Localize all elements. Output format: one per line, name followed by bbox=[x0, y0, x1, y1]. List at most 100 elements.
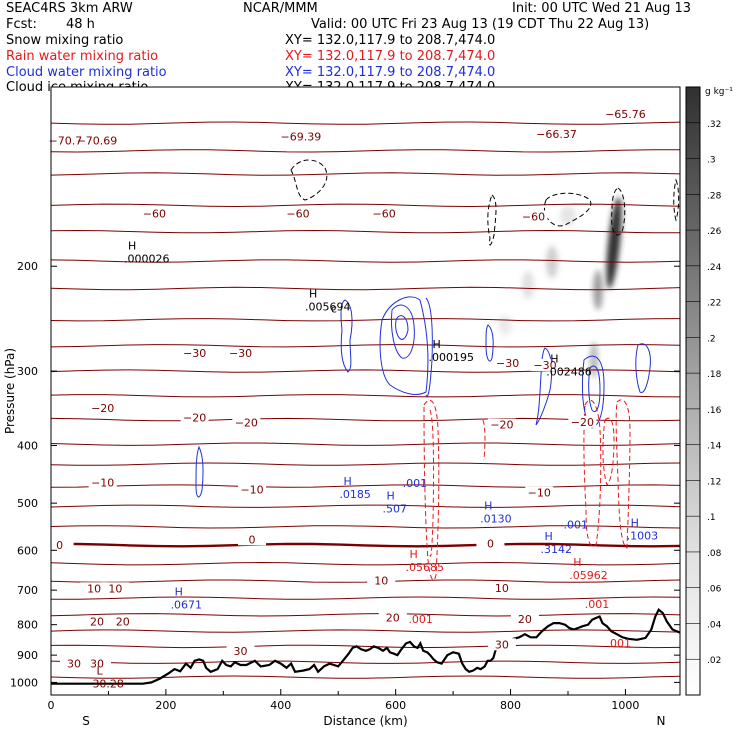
extremum-letter: H bbox=[175, 585, 183, 598]
snow-core-shading bbox=[606, 197, 622, 289]
extremum-value: .002486 bbox=[546, 366, 592, 379]
temperature-label-bg bbox=[568, 415, 597, 428]
cloud-contour bbox=[581, 355, 605, 429]
temperature-label-bg bbox=[232, 416, 261, 429]
temperature-label-bg bbox=[370, 207, 399, 220]
temperature-label-bg bbox=[140, 207, 169, 220]
forecast-label: Fcst: bbox=[6, 17, 37, 32]
cloud-contour bbox=[425, 297, 433, 397]
y-tick-label: 800 bbox=[17, 619, 38, 632]
plot-area bbox=[51, 87, 680, 695]
y-tick-label: 400 bbox=[17, 439, 38, 452]
snow-shading bbox=[498, 197, 622, 378]
temperature-label: −10 bbox=[528, 487, 551, 500]
temperature-label-bg bbox=[493, 357, 522, 370]
temperature-label-bg bbox=[101, 582, 130, 595]
temperature-label: −60 bbox=[522, 210, 545, 223]
extremum-value: c bbox=[331, 303, 337, 316]
y-tick-label: 900 bbox=[17, 649, 38, 662]
y-tick-label: 700 bbox=[17, 584, 38, 597]
extremum-letter: H bbox=[484, 499, 492, 512]
temperature-label-bg bbox=[476, 537, 505, 550]
cloud-contour bbox=[340, 299, 353, 373]
colorbar-tick-label: .24 bbox=[707, 263, 722, 273]
extremum-value: .0130 bbox=[480, 512, 512, 525]
colorbar-unit: g kg⁻¹ bbox=[705, 87, 733, 97]
colorbar-tick-label: .04 bbox=[707, 620, 722, 630]
temperature-label-bg bbox=[82, 134, 111, 147]
temperature-label-bg bbox=[82, 615, 111, 628]
field-rain-xy: XY= 132.0,117.9 to 208.7,474.0 bbox=[285, 49, 496, 64]
x-tick-label: 400 bbox=[270, 699, 291, 712]
extremum-value: .507 bbox=[383, 503, 408, 516]
y-tick-label: 600 bbox=[17, 544, 38, 557]
temperature-label-bg bbox=[88, 401, 117, 414]
cloud-contour bbox=[588, 365, 601, 413]
section-end-label: N bbox=[657, 714, 666, 728]
temperature-label: −60 bbox=[286, 207, 309, 220]
cloud-contour bbox=[195, 445, 204, 498]
extremum-value: .001 bbox=[563, 519, 588, 532]
x-tick-label: 0 bbox=[48, 699, 55, 712]
temperature-label-bg bbox=[284, 207, 313, 220]
section-start-label: S bbox=[82, 714, 90, 728]
ice-contour bbox=[544, 192, 592, 227]
snow-tail-shading bbox=[498, 315, 512, 335]
colorbar-tick-label: .3 bbox=[707, 156, 716, 166]
rain-contour bbox=[583, 399, 602, 547]
temperature-label-bg bbox=[180, 411, 209, 424]
extremum-letter: H bbox=[631, 517, 639, 530]
temperature-label-bg bbox=[531, 358, 560, 371]
temperature-label-bg bbox=[226, 644, 255, 657]
extremum-letter: H bbox=[544, 530, 552, 543]
temperature-label: −20 bbox=[235, 416, 258, 429]
snow-tail-shading bbox=[522, 271, 534, 299]
colorbar-gradient bbox=[685, 86, 701, 696]
temperature-label: 20 bbox=[116, 615, 130, 628]
snow-upper-shading bbox=[560, 206, 576, 226]
temperature-isotherm bbox=[50, 484, 681, 488]
colorbar-tick-label: .12 bbox=[707, 477, 721, 487]
rain-water-contours bbox=[423, 399, 631, 581]
temperature-isotherm bbox=[50, 203, 681, 208]
cloud-ice-contours bbox=[290, 159, 680, 246]
extremum-value: .3142 bbox=[540, 543, 572, 556]
temperature-label: −20 bbox=[490, 419, 513, 432]
rain-contour bbox=[429, 409, 435, 557]
temperature-label-bg bbox=[59, 657, 88, 670]
extremum-value: .005694 bbox=[305, 300, 351, 313]
y-axis-label: Pressure (hPa) bbox=[3, 348, 17, 434]
extremum-letter: H bbox=[128, 239, 136, 252]
extremum-value: .000026 bbox=[124, 252, 170, 265]
temperature-label-bg bbox=[286, 130, 315, 143]
extremum-value: .0671 bbox=[171, 598, 203, 611]
y-tick-label: 300 bbox=[17, 365, 38, 378]
plot-border bbox=[50, 86, 681, 696]
x-axis-label: Distance (km) bbox=[323, 714, 407, 728]
temperature-label-bg bbox=[45, 539, 74, 552]
temperature-label: 20 bbox=[518, 613, 532, 626]
colorbar-tick-label: .22 bbox=[707, 299, 721, 309]
rain-contour bbox=[615, 399, 631, 549]
extremum-value: .0185 bbox=[339, 488, 371, 501]
temperature-label-bg bbox=[80, 582, 109, 595]
temperature-isotherm bbox=[50, 369, 681, 373]
temperature-isotherm bbox=[50, 394, 681, 398]
y-tick-label: 500 bbox=[17, 497, 38, 510]
colorbar-tick-label: .28 bbox=[707, 191, 722, 201]
forecast-hour: 48 h bbox=[66, 17, 95, 32]
cloud-contour bbox=[535, 347, 553, 426]
temperature-label-bg bbox=[108, 615, 137, 628]
temperature-label-bg bbox=[367, 574, 396, 587]
temperature-label: −65.76 bbox=[605, 108, 646, 121]
extremum-value: .05962 bbox=[569, 569, 608, 582]
contour-labels: −70.7−70.69 −69.39 −66.37 −65.76 −60 −60 −60 −6… bbox=[45, 107, 658, 690]
field-cloudwater-xy: XY= 132.0,117.9 to 208.7,474.0 bbox=[285, 65, 496, 80]
temperature-label-bg bbox=[88, 476, 117, 489]
temperature-label-bg bbox=[487, 638, 516, 651]
extremum-letter: H bbox=[410, 548, 418, 561]
extremum-value: .001 bbox=[408, 613, 433, 626]
temperature-label-bg bbox=[525, 486, 554, 499]
temperature-label: −70.7 bbox=[49, 135, 83, 148]
temperature-isotherm bbox=[50, 121, 681, 125]
